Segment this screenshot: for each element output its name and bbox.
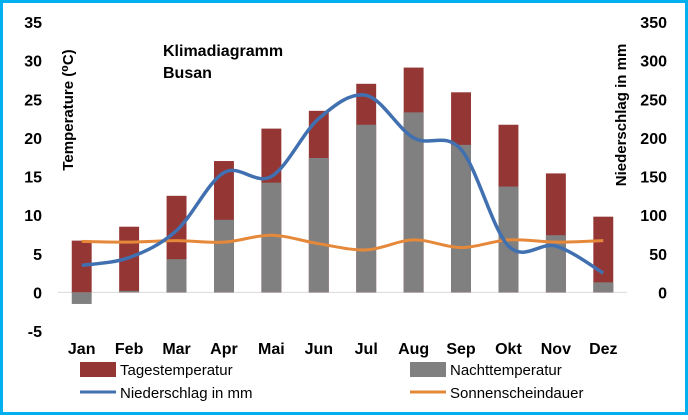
y-right-tick-label: 200 — [640, 131, 667, 148]
legend-swatch-nachttemperatur — [410, 362, 446, 377]
y-left-tick-label: 15 — [24, 170, 42, 187]
chart-title: Klimadiagramm — [163, 43, 283, 60]
legend-item-sonnenscheindauer: Sonnenscheindauer — [410, 385, 583, 402]
plot-area — [58, 22, 627, 331]
bar-nachttemperatur-aug — [403, 112, 424, 293]
bar-nachttemperatur-feb — [119, 290, 140, 293]
y-left-tick-label: 30 — [24, 54, 42, 71]
y-left-tick-label: 0 — [33, 285, 42, 302]
legend-label-nachttemperatur: Nachttemperatur — [450, 362, 562, 379]
y-right-tick-label: 0 — [658, 285, 667, 302]
x-tick-label-okt: Okt — [495, 341, 522, 358]
bar-nachttemperatur-jul — [356, 124, 377, 293]
category-labels: Jan Feb Mar Apr Mai Jun Jul Aug Sep Okt Nov Dez — [68, 341, 618, 358]
line-sonnenscheindauer — [81, 233, 604, 252]
bar-tagestemperatur-jan — [71, 240, 92, 293]
x-tick-label-mai: Mai — [258, 341, 285, 358]
legend-swatch-tagestemperatur — [80, 362, 116, 377]
x-tick-label-sep: Sep — [446, 341, 476, 358]
x-tick-label-nov: Nov — [541, 341, 571, 358]
x-tick-label-aug: Aug — [398, 341, 429, 358]
y-right-tick-label: 300 — [640, 54, 667, 71]
y-right-tick-label: 150 — [640, 170, 667, 187]
y-right-tick-label: 250 — [640, 92, 667, 109]
bar-nachttemperatur-mai — [261, 182, 282, 293]
bar-nachttemperatur-mar — [166, 259, 187, 293]
chart-subtitle: Busan — [163, 65, 212, 82]
bar-nachttemperatur-sep — [451, 144, 471, 293]
x-tick-label-jul: Jul — [355, 341, 378, 358]
bar-nachttemperatur-dez — [593, 282, 614, 293]
y-right-tick-label: 50 — [649, 247, 667, 264]
legend-label-tagestemperatur: Tagestemperatur — [120, 362, 233, 379]
line-niederschlag — [81, 93, 605, 275]
legend: Tagestemperatur Nachttemperatur Niedersc… — [80, 362, 583, 402]
y-left-axis-title: Temperature (⁰C) — [60, 49, 77, 170]
bar-nachttemperatur-jun — [308, 157, 329, 293]
x-tick-label-feb: Feb — [115, 341, 144, 358]
y-left-tick-label: 5 — [33, 247, 42, 264]
x-tick-label-mar: Mar — [162, 341, 190, 358]
legend-item-nachttemperatur: Nachttemperatur — [410, 362, 562, 379]
line-series — [81, 93, 605, 275]
right-axis-ticks: 0 50 100 150 200 250 300 350 — [640, 15, 667, 302]
x-tick-label-jan: Jan — [68, 341, 96, 358]
x-tick-label-apr: Apr — [210, 341, 238, 358]
y-left-tick-label: 20 — [24, 131, 42, 148]
x-tick-label-dez: Dez — [589, 341, 617, 358]
bar-tagestemperatur-dez — [593, 216, 614, 293]
left-axis-ticks: -5 0 5 10 15 20 25 30 35 — [24, 15, 42, 341]
x-tick-label-jun: Jun — [305, 341, 333, 358]
y-left-tick-label: 25 — [24, 92, 42, 109]
y-left-tick-label: -5 — [28, 324, 42, 341]
y-right-tick-label: 350 — [640, 15, 667, 32]
legend-label-sonnenscheindauer: Sonnenscheindauer — [450, 385, 583, 402]
y-right-axis-title: Niederschlag in mm — [613, 44, 630, 187]
bar-nachttemperatur-apr — [214, 219, 234, 293]
bar-nachttemperatur-jan — [71, 292, 92, 304]
y-left-tick-label: 10 — [24, 208, 42, 225]
y-left-tick-label: 35 — [24, 15, 42, 32]
legend-label-niederschlag: Niederschlag in mm — [120, 385, 253, 402]
legend-item-niederschlag: Niederschlag in mm — [80, 385, 253, 402]
legend-item-tagestemperatur: Tagestemperatur — [80, 362, 233, 379]
y-right-tick-label: 100 — [640, 208, 667, 225]
